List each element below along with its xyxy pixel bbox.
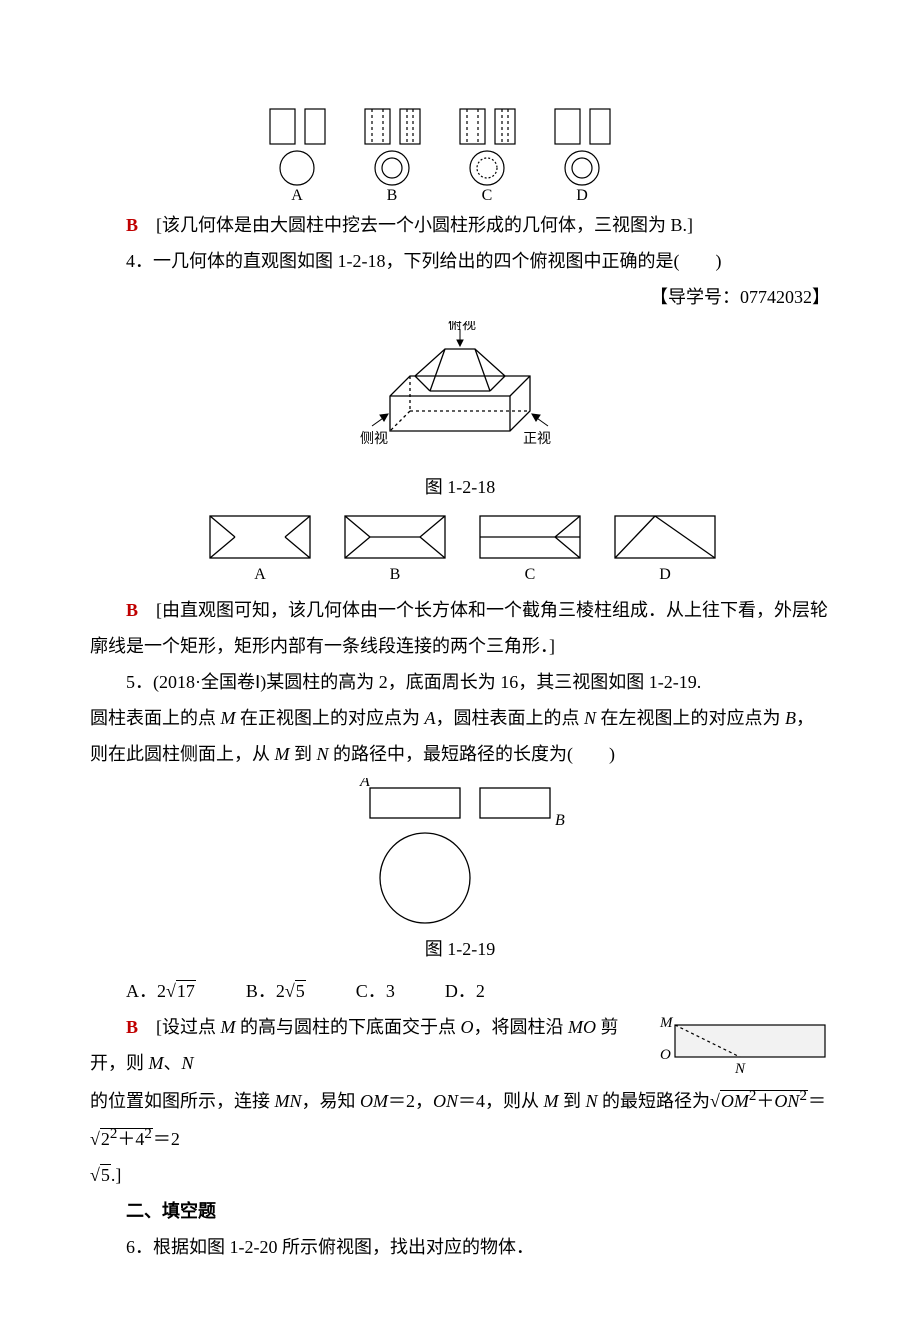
q4-3d-figure: 俯视 侧视 正视 图 1-2-18 — [90, 321, 830, 505]
svg-text:俯视: 俯视 — [448, 321, 476, 333]
q4-options-figure: A B C D — [90, 511, 830, 586]
q4-stem: 4．一几何体的直观图如图 1-2-18，下列给出的四个俯视图中正确的是( ) — [90, 243, 830, 279]
q5-answer-line3: √5.] — [90, 1157, 830, 1193]
svg-text:侧视: 侧视 — [360, 431, 388, 447]
svg-text:N: N — [734, 1061, 746, 1077]
q5-opt-b: B．2√5 — [246, 973, 306, 1009]
svg-text:A: A — [254, 566, 266, 583]
svg-text:B: B — [390, 566, 401, 583]
svg-text:M: M — [659, 1015, 674, 1031]
svg-text:A: A — [359, 778, 370, 790]
svg-text:C: C — [525, 566, 536, 583]
q4-answer: B [由直观图可知，该几何体由一个长方体和一个截角三棱柱组成．从上往下看，外层轮… — [90, 592, 830, 664]
svg-text:B: B — [555, 812, 565, 829]
q5-line2: 圆柱表面上的点 M 在正视图上的对应点为 A，圆柱表面上的点 N 在左视图上的对… — [90, 700, 830, 772]
q5-answer-line2: 的位置如图所示，连接 MN，易知 OM＝2，ON＝4，则从 M 到 N 的最短路… — [90, 1081, 830, 1157]
q5-line1: 5．(2018·全国卷Ⅰ)某圆柱的高为 2，底面周长为 16，其三视图如图 1-… — [90, 664, 830, 700]
q3-answer-text: [该几何体是由大圆柱中挖去一个小圆柱形成的几何体，三视图为 B.] — [138, 215, 693, 235]
q5-options: A．2√17 B．2√5 C．3 D．2 — [90, 973, 830, 1009]
q5-figure: A B 图 1-2-19 — [90, 778, 830, 967]
svg-text:O: O — [660, 1047, 671, 1063]
q3-answer: B [该几何体是由大圆柱中挖去一个小圆柱形成的几何体，三视图为 B.] — [90, 207, 830, 243]
opt-c-label: C — [482, 187, 493, 201]
opt-a-label: A — [291, 187, 303, 201]
q5-opt-c: C．3 — [356, 973, 395, 1009]
q4-caption: 图 1-2-18 — [90, 469, 830, 505]
q5-opt-a: A．2√17 — [126, 973, 196, 1009]
q3-answer-letter: B — [126, 215, 138, 235]
q5-caption: 图 1-2-19 — [90, 931, 830, 967]
svg-text:正视: 正视 — [523, 431, 551, 447]
svg-text:D: D — [659, 566, 671, 583]
q5-opt-d: D．2 — [445, 973, 485, 1009]
opt-b-label: B — [387, 187, 398, 201]
q6-stem: 6．根据如图 1-2-20 所示俯视图，找出对应的物体． — [90, 1229, 830, 1265]
opt-d-label: D — [576, 187, 588, 201]
q3-options-svg: A B C D — [260, 106, 660, 201]
section-2-title: 二、填空题 — [90, 1193, 830, 1229]
q4-guide: 【导学号：07742032】 — [90, 279, 830, 315]
q3-options-figure: A B C D — [90, 106, 830, 201]
q5-unfold-figure: M O N — [650, 1015, 830, 1080]
